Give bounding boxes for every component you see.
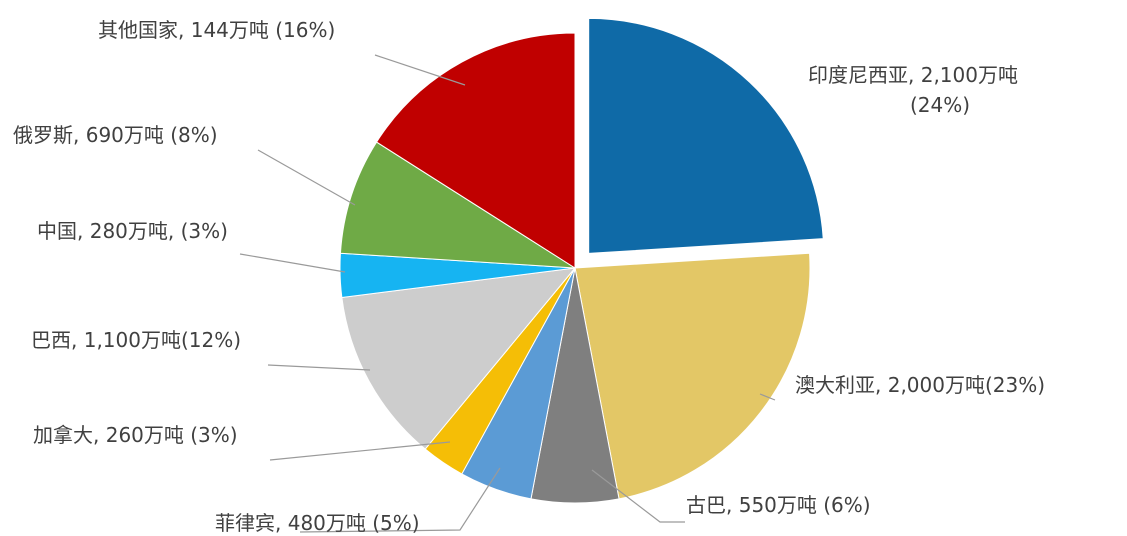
leader-line-3 bbox=[591, 469, 685, 523]
slice-label-5: 加拿大, 260万吨 (3%) bbox=[33, 423, 238, 447]
slice-label-1-line-1: 印度尼西亚, 2,100万吨 bbox=[808, 63, 1018, 87]
slice-label-2: 澳大利亚, 2,000万吨(23%) bbox=[795, 373, 1045, 397]
leader-line-4 bbox=[299, 467, 501, 533]
pie-slices bbox=[339, 17, 824, 504]
leader-line-2 bbox=[759, 393, 776, 401]
leader-lines bbox=[239, 54, 776, 533]
leader-line-8 bbox=[257, 149, 356, 206]
slice-label-6: 巴西, 1,100万吨(12%) bbox=[31, 328, 241, 352]
leader-line-6 bbox=[267, 364, 371, 371]
slice-labels: 印度尼西亚, 2,100万吨 (24%) 澳大利亚, 2,000万吨(23%) 古巴,… bbox=[13, 18, 1045, 535]
pie-slice-8 bbox=[339, 141, 576, 269]
leader-line-5 bbox=[269, 441, 451, 461]
slice-label-7: 中国, 280万吨, (3%) bbox=[37, 219, 228, 243]
pie-slice-6 bbox=[341, 267, 577, 450]
leader-line-9 bbox=[374, 54, 466, 86]
slice-label-9: 其他国家, 144万吨 (16%) bbox=[98, 18, 335, 42]
pie-slice-1 bbox=[588, 17, 824, 254]
slice-label-1-line-2: (24%) bbox=[910, 93, 970, 117]
leader-line-7 bbox=[239, 253, 346, 273]
pie-slice-9 bbox=[375, 32, 576, 269]
pie-slice-2 bbox=[574, 252, 811, 500]
slice-label-8: 俄罗斯, 690万吨 (8%) bbox=[13, 123, 218, 147]
slice-label-4: 菲律宾, 480万吨 (5%) bbox=[215, 511, 420, 535]
slice-label-3: 古巴, 550万吨 (6%) bbox=[686, 493, 871, 517]
